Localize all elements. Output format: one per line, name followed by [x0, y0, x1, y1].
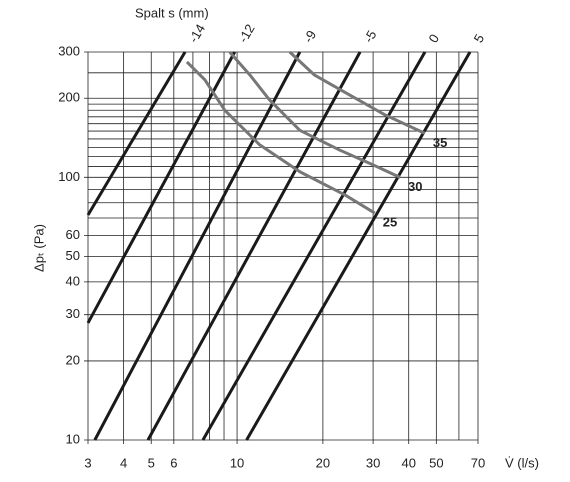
series-line [288, 50, 426, 135]
series-line [86, 51, 237, 324]
x-tick-label: 50 [429, 455, 443, 470]
series-label: 25 [383, 215, 397, 230]
series-label: 30 [408, 179, 422, 194]
x-axis-title: V̇ (l/s) [505, 455, 539, 470]
y-tick-label: 40 [66, 273, 80, 288]
x-tick-label: 5 [148, 455, 155, 470]
x-tick-label: 4 [120, 455, 127, 470]
series-line [93, 51, 302, 441]
y-tick-label: 30 [66, 306, 80, 321]
y-axis-title: Δpₜ (Pa) [31, 224, 46, 272]
x-tick-label: 20 [316, 455, 330, 470]
x-tick-label: 40 [401, 455, 415, 470]
series-line [185, 60, 376, 215]
y-tick-label: 60 [66, 227, 80, 242]
y-tick-label: 200 [58, 90, 80, 105]
series-line [146, 51, 362, 441]
series-label: -9 [300, 28, 319, 46]
chart-title: Spalt s (mm) [135, 5, 209, 20]
series-label: -5 [361, 28, 380, 46]
x-tick-label: 6 [170, 455, 177, 470]
y-tick-label: 10 [66, 431, 80, 446]
x-tick-label: 10 [230, 455, 244, 470]
series-label: 0 [426, 31, 443, 45]
series-line [228, 51, 401, 179]
y-tick-label: 50 [66, 248, 80, 263]
series-label: -12 [235, 21, 257, 45]
y-tick-label: 100 [58, 169, 80, 184]
y-tick-label: 300 [58, 43, 80, 58]
series-line [86, 51, 187, 216]
x-tick-label: 30 [366, 455, 380, 470]
x-tick-label: 3 [84, 455, 91, 470]
x-tick-label: 70 [471, 455, 485, 470]
series-label: 5 [471, 31, 488, 45]
series-line [245, 51, 472, 441]
series-label: -14 [186, 21, 208, 45]
y-tick-label: 20 [66, 352, 80, 367]
series-label: 35 [433, 135, 447, 150]
